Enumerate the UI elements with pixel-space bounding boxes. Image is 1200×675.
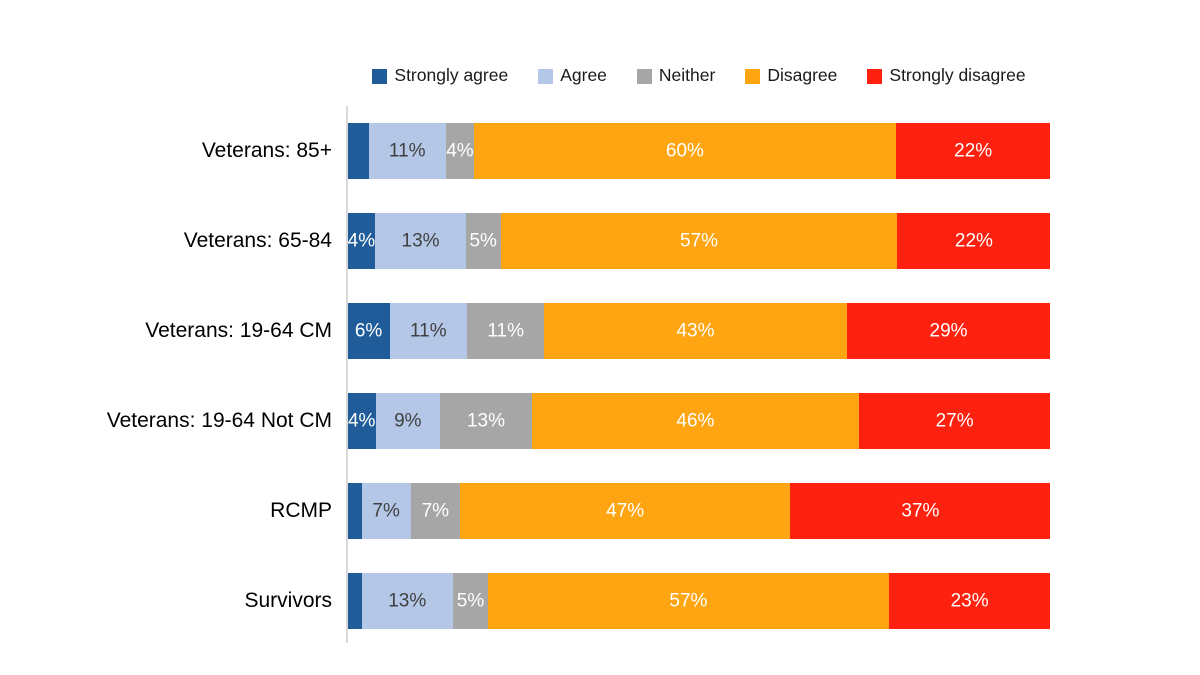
bar-segment-agree: 7% bbox=[361, 483, 411, 539]
segment-value-label: 47% bbox=[606, 500, 645, 522]
segment-value-label: 7% bbox=[372, 500, 400, 522]
bar-segment-strongly-disagree: 22% bbox=[897, 213, 1051, 269]
bar-row: Survivors 13% 5% 57% 23% bbox=[0, 573, 1200, 629]
segment-value-label: 13% bbox=[388, 590, 427, 612]
category-label: Veterans: 19-64 CM bbox=[145, 319, 332, 342]
segment-value-label: 43% bbox=[676, 320, 715, 342]
chart-legend: Strongly agree Agree Neither Disagree Strong… bbox=[347, 62, 1051, 90]
bar-segment-disagree: 43% bbox=[544, 303, 847, 359]
segment-value-label: 37% bbox=[901, 500, 940, 522]
bar-segment-strongly-disagree: 27% bbox=[858, 393, 1051, 449]
segment-value-label: 57% bbox=[669, 590, 708, 612]
legend-swatch-icon bbox=[372, 68, 388, 84]
bar-segment-agree: 11% bbox=[389, 303, 467, 359]
category-label: Veterans: 65-84 bbox=[183, 229, 332, 252]
bar-segment-disagree: 57% bbox=[500, 213, 898, 269]
category-label: RCMP bbox=[270, 499, 332, 522]
bar-segment-agree: 9% bbox=[375, 393, 440, 449]
segment-value-label: 29% bbox=[929, 320, 968, 342]
legend-label: Agree bbox=[560, 65, 607, 86]
bar-segment-neither: 13% bbox=[439, 393, 533, 449]
stacked-bar: 11% 4% 60% 22% bbox=[347, 123, 1051, 179]
stacked-bar: 7% 7% 47% 37% bbox=[347, 483, 1051, 539]
segment-value-label: 4% bbox=[446, 140, 474, 162]
stacked-bar: 6% 11% 11% 43% 29% bbox=[347, 303, 1051, 359]
legend-item-agree: Agree bbox=[538, 67, 607, 85]
bar-segment-neither: 5% bbox=[465, 213, 501, 269]
bar-segment-neither: 7% bbox=[410, 483, 460, 539]
y-axis-line bbox=[346, 106, 348, 643]
bar-segment-disagree: 60% bbox=[474, 123, 896, 179]
bar-segment-strongly-agree bbox=[347, 123, 369, 179]
bar-segment-strongly-agree bbox=[347, 573, 362, 629]
legend-label: Neither bbox=[658, 65, 716, 86]
stacked-bar: 4% 13% 5% 57% 22% bbox=[347, 213, 1051, 269]
bar-segment-neither: 4% bbox=[445, 123, 475, 179]
segment-value-label: 5% bbox=[469, 230, 497, 252]
category-label: Survivors bbox=[244, 589, 332, 612]
legend-item-disagree: Disagree bbox=[745, 67, 837, 85]
segment-value-label: 5% bbox=[456, 590, 485, 612]
segment-value-label: 11% bbox=[487, 320, 524, 342]
bar-segment-strongly-disagree: 29% bbox=[846, 303, 1051, 359]
bar-segment-neither: 11% bbox=[467, 303, 545, 359]
segment-value-label: 6% bbox=[354, 320, 383, 342]
bar-row: Veterans: 19-64 CM 6% 11% 11% 43% 29% bbox=[0, 303, 1200, 359]
bar-segment-strongly-agree: 4% bbox=[347, 213, 376, 269]
bar-segment-disagree: 46% bbox=[532, 393, 859, 449]
bar-segment-agree: 11% bbox=[368, 123, 446, 179]
legend-swatch-icon bbox=[867, 68, 883, 84]
bar-segment-strongly-agree: 4% bbox=[347, 393, 376, 449]
legend-label: Disagree bbox=[767, 65, 838, 86]
bar-row: Veterans: 85+ 11% 4% 60% 22% bbox=[0, 123, 1200, 179]
legend-item-strongly-disagree: Strongly disagree bbox=[867, 65, 1026, 86]
bar-row: Veterans: 19-64 Not CM 4% 9% 13% 46% 27% bbox=[0, 393, 1200, 449]
segment-value-label: 11% bbox=[388, 140, 426, 162]
bar-segment-agree: 13% bbox=[361, 573, 453, 629]
bar-segment-strongly-agree: 6% bbox=[347, 303, 390, 359]
bar-segment-disagree: 47% bbox=[459, 483, 791, 539]
legend-swatch-icon bbox=[538, 68, 554, 84]
bar-segment-strongly-disagree: 37% bbox=[790, 483, 1051, 539]
segment-value-label: 9% bbox=[394, 410, 422, 432]
bar-row: RCMP 7% 7% 47% 37% bbox=[0, 483, 1200, 539]
bar-segment-strongly-disagree: 22% bbox=[895, 123, 1051, 179]
segment-value-label: 22% bbox=[954, 230, 993, 252]
segment-value-label: 60% bbox=[665, 140, 704, 162]
legend-swatch-icon bbox=[636, 68, 652, 84]
bar-segment-neither: 5% bbox=[452, 573, 489, 629]
bar-segment-agree: 13% bbox=[375, 213, 466, 269]
segment-value-label: 13% bbox=[401, 230, 440, 252]
segment-value-label: 4% bbox=[347, 230, 376, 252]
stacked-bar: 13% 5% 57% 23% bbox=[347, 573, 1051, 629]
segment-value-label: 4% bbox=[347, 410, 376, 432]
segment-value-label: 46% bbox=[676, 410, 715, 432]
bar-segment-disagree: 57% bbox=[488, 573, 889, 629]
segment-value-label: 7% bbox=[421, 500, 450, 522]
bar-row: Veterans: 65-84 4% 13% 5% 57% 22% bbox=[0, 213, 1200, 269]
segment-value-label: 27% bbox=[935, 410, 974, 432]
segment-value-label: 13% bbox=[466, 410, 505, 432]
legend-label: Strongly agree bbox=[394, 65, 509, 86]
legend-swatch-icon bbox=[745, 68, 761, 84]
legend-label: Strongly disagree bbox=[889, 65, 1026, 86]
legend-item-strongly-agree: Strongly agree bbox=[372, 67, 508, 85]
bar-segment-strongly-agree bbox=[347, 483, 362, 539]
segment-value-label: 22% bbox=[954, 140, 993, 162]
stacked-bar: 4% 9% 13% 46% 27% bbox=[347, 393, 1051, 449]
segment-value-label: 11% bbox=[410, 320, 447, 342]
category-label: Veterans: 19-64 Not CM bbox=[106, 409, 332, 432]
segment-value-label: 23% bbox=[950, 590, 989, 612]
bar-segment-strongly-disagree: 23% bbox=[888, 573, 1051, 629]
segment-value-label: 57% bbox=[679, 230, 718, 252]
category-label: Veterans: 85+ bbox=[201, 139, 332, 162]
legend-item-neither: Neither bbox=[636, 65, 716, 86]
